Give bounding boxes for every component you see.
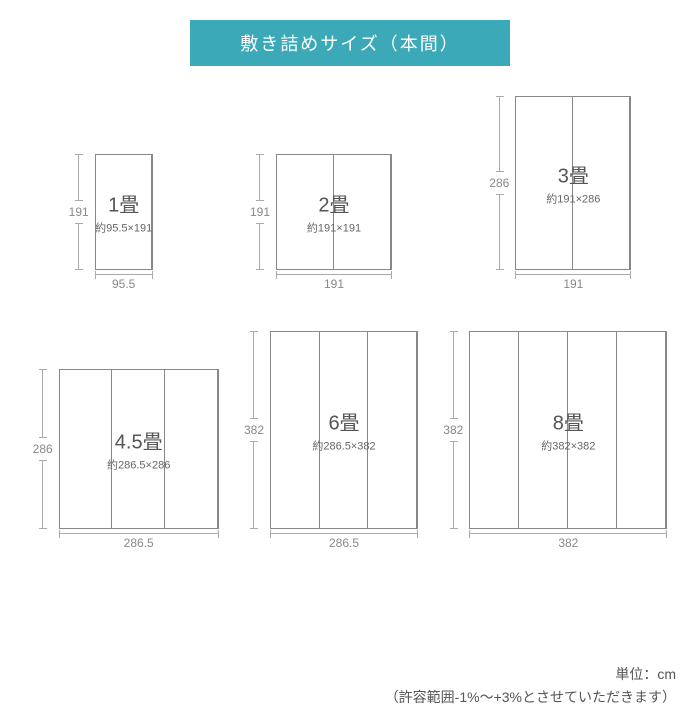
width-measure: [469, 533, 667, 534]
height-measure: 382: [244, 331, 264, 529]
mat-title: 8畳: [541, 407, 595, 436]
width-label: 286.5: [124, 536, 154, 550]
mat-subtitle: 約191×191: [307, 220, 361, 236]
height-label: 382: [443, 423, 463, 437]
mat-3: 286 3畳 約191×286 191: [489, 96, 631, 291]
tatami-panel: [60, 370, 113, 528]
mat-subtitle: 約286.5×382: [312, 438, 375, 454]
width-measure: [270, 533, 418, 534]
mat-2: 191 2畳 約191×191 191: [250, 154, 392, 291]
width-measure: [515, 274, 631, 275]
mat-label: 1畳 約95.5×191: [95, 189, 152, 236]
mat-title: 6畳: [312, 407, 375, 436]
mat-box: 2畳 約191×191: [276, 154, 392, 270]
width-measure: [95, 274, 153, 275]
tatami-panel: [165, 370, 218, 528]
mat-title: 3畳: [546, 160, 600, 189]
row-1: 191 1畳 約95.5×191 95.5 191: [0, 96, 700, 291]
footer-unit: 単位：cm: [385, 663, 676, 685]
width-measure: [276, 274, 392, 275]
width-label: 382: [558, 536, 578, 550]
mat-label: 8畳 約382×382: [541, 407, 595, 454]
height-label: 286: [33, 442, 53, 456]
page-title: 敷き詰めサイズ（本間）: [190, 20, 510, 66]
mat-label: 3畳 約191×286: [546, 160, 600, 207]
height-measure: 191: [69, 154, 89, 270]
mat-label: 2畳 約191×191: [307, 189, 361, 236]
width-label: 191: [563, 277, 583, 291]
mat-box: 4.5畳 約286.5×286: [59, 369, 219, 529]
height-label: 382: [244, 423, 264, 437]
tatami-panel: [470, 332, 519, 528]
width-measure: [59, 533, 219, 534]
mat-box: 3畳 約191×286: [515, 96, 631, 270]
height-label: 191: [250, 205, 270, 219]
mat-label: 4.5畳 約286.5×286: [107, 426, 170, 473]
height-measure: 286: [489, 96, 509, 270]
height-measure: 382: [443, 331, 463, 529]
height-label: 286: [489, 176, 509, 190]
mat-subtitle: 約95.5×191: [95, 220, 152, 236]
mat-6: 382 8畳 約382×382 382: [443, 331, 667, 550]
tatami-panel: [617, 332, 666, 528]
mat-title: 1畳: [95, 189, 152, 218]
mat-subtitle: 約382×382: [541, 438, 595, 454]
mat-subtitle: 約191×286: [546, 191, 600, 207]
footer-note: （許容範囲-1%～+3%とさせていただきます）: [385, 686, 676, 708]
width-label: 95.5: [112, 277, 135, 291]
mat-box: 6畳 約286.5×382: [270, 331, 418, 529]
mat-subtitle: 約286.5×286: [107, 457, 170, 473]
mat-box: 1畳 約95.5×191: [95, 154, 153, 270]
mat-label: 6畳 約286.5×382: [312, 407, 375, 454]
height-measure: 286: [33, 369, 53, 529]
mat-1: 191 1畳 約95.5×191 95.5: [69, 154, 153, 291]
width-label: 286.5: [329, 536, 359, 550]
mat-4: 286 4.5畳 約286.5×286 286.5: [33, 369, 219, 550]
height-label: 191: [69, 205, 89, 219]
mat-title: 2畳: [307, 189, 361, 218]
footer: 単位：cm （許容範囲-1%～+3%とさせていただきます）: [385, 663, 676, 708]
mat-title: 4.5畳: [107, 426, 170, 455]
height-measure: 191: [250, 154, 270, 270]
width-label: 191: [324, 277, 344, 291]
mat-box: 8畳 約382×382: [469, 331, 667, 529]
mat-5: 382 6畳 約286.5×382 286.5: [244, 331, 418, 550]
row-2: 286 4.5畳 約286.5×286 286.5 382: [0, 331, 700, 550]
